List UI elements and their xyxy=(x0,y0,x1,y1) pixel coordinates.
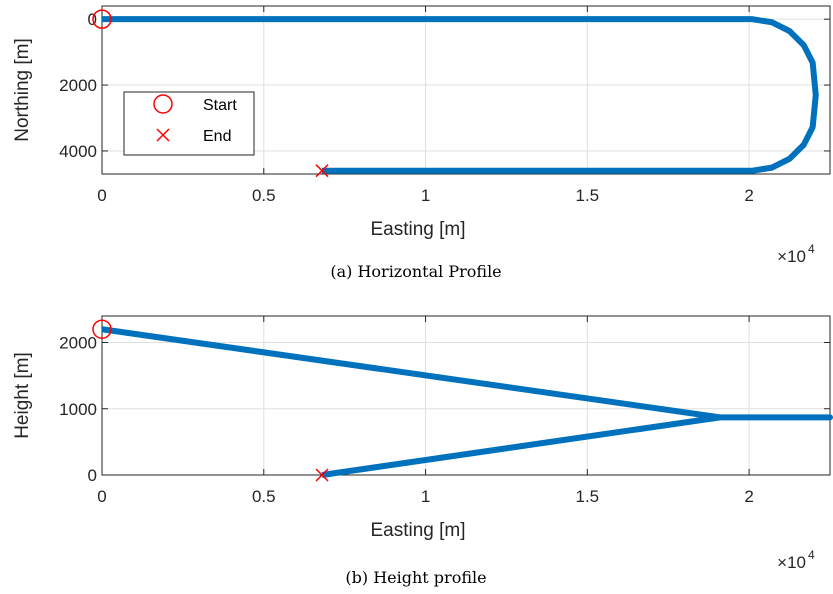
series-line xyxy=(101,326,833,478)
caption-b: (b) Height profile xyxy=(345,568,486,587)
legend-box xyxy=(123,91,255,156)
x-tick-label: 1.5 xyxy=(576,186,600,205)
height-profile-chart: 0 0.5 1 1.5 2 0 1000 2000 Easting [m] Height [m] ×… xyxy=(12,315,833,572)
axes-box xyxy=(101,5,831,175)
y-tick-label: 4000 xyxy=(59,142,97,161)
legend-entry-label: End xyxy=(203,128,231,145)
y-tick-label: 2000 xyxy=(59,76,97,95)
series-line xyxy=(102,16,819,174)
x-tick-label: 1 xyxy=(421,487,430,506)
x-axis-label: Easting [m] xyxy=(370,219,465,240)
legend: Start End xyxy=(123,91,255,156)
y-tick-label: 1000 xyxy=(59,400,97,419)
x-multiplier: ×10 xyxy=(777,247,806,266)
y-tick-label: 2000 xyxy=(59,334,97,353)
start-marker xyxy=(92,319,112,339)
x-tick-label: 0.5 xyxy=(252,487,276,506)
x-multiplier-exponent: 4 xyxy=(808,548,815,562)
x-multiplier-exponent: 4 xyxy=(808,242,815,256)
x-tick-label: 1 xyxy=(421,186,430,205)
y-axis-label: Northing [m] xyxy=(12,38,33,141)
axes-box xyxy=(101,315,831,476)
x-tick-label: 2 xyxy=(744,487,753,506)
end-marker xyxy=(315,164,329,178)
x-tick-label: 0 xyxy=(97,186,106,205)
x-tick-label: 1.5 xyxy=(576,487,600,506)
y-axis-label: Height [m] xyxy=(12,352,33,439)
legend-entry-label: Start xyxy=(203,97,237,114)
x-tick-label: 0 xyxy=(97,487,106,506)
legend-end-marker xyxy=(156,128,170,142)
x-axis-label: Easting [m] xyxy=(370,520,465,541)
x-multiplier: ×10 xyxy=(777,553,806,572)
x-tick-label: 0.5 xyxy=(252,186,276,205)
legend-start-marker xyxy=(153,94,173,114)
end-marker xyxy=(315,468,329,482)
y-tick-label: 0 xyxy=(88,466,97,485)
start-marker xyxy=(92,9,112,29)
caption-a: (a) Horizontal Profile xyxy=(330,262,501,281)
x-tick-label: 2 xyxy=(744,186,753,205)
